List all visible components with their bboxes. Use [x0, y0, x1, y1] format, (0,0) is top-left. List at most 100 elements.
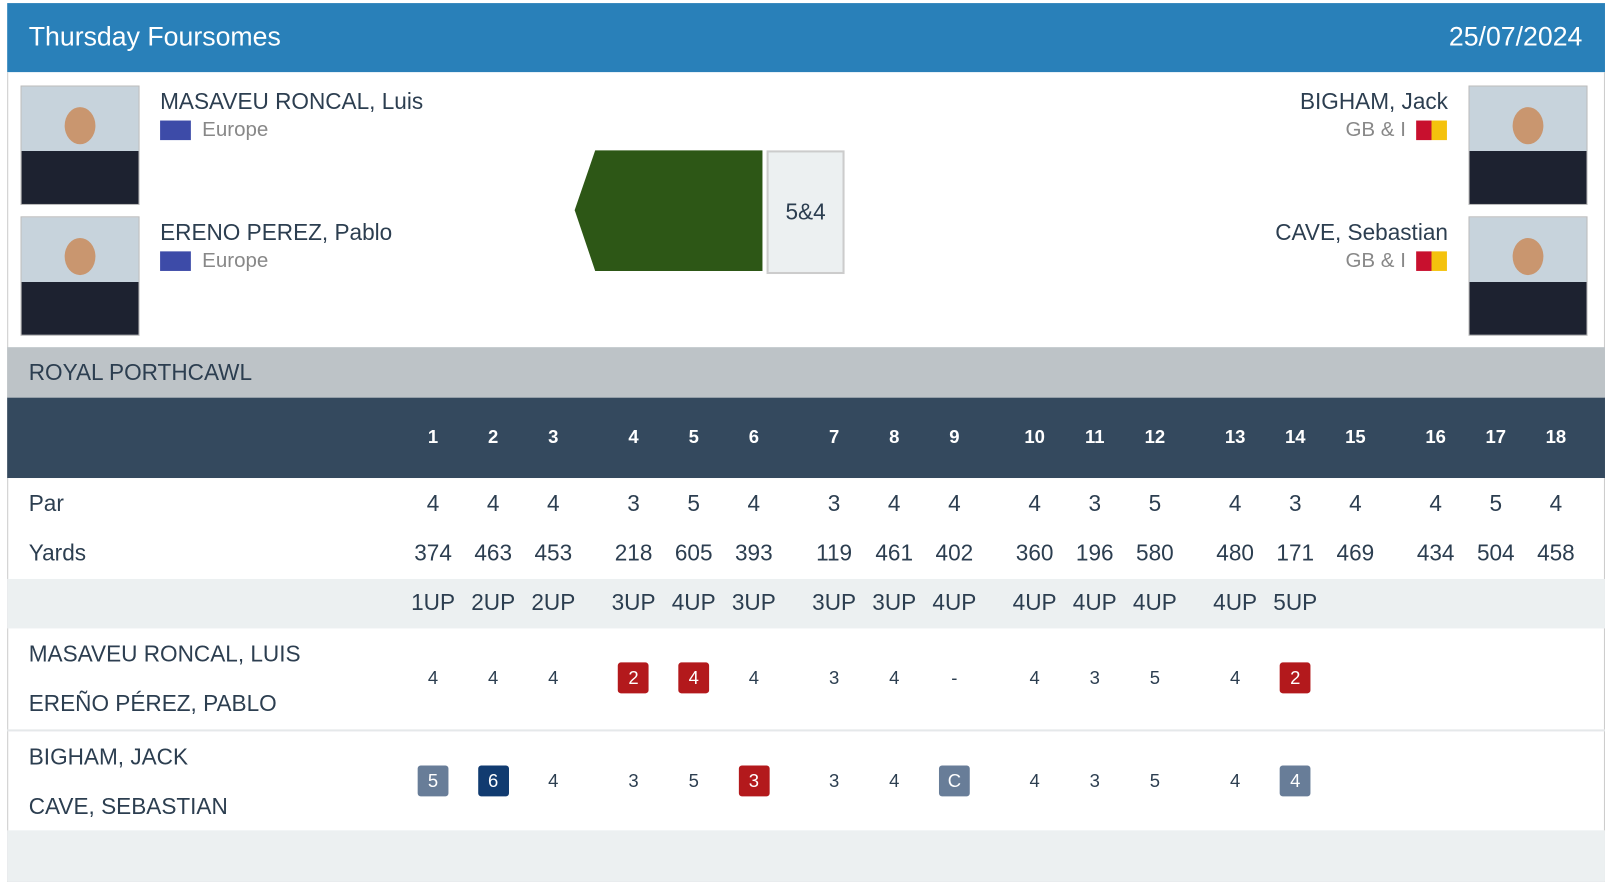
score-badge: 2: [1279, 662, 1311, 694]
yards: 605: [674, 539, 713, 566]
score: 4: [1029, 770, 1040, 792]
yards: 504: [1476, 539, 1515, 566]
match-status: 4UP: [1132, 589, 1177, 616]
score-badge: C: [938, 765, 970, 797]
match-status: 3UP: [812, 589, 857, 616]
yards: 461: [875, 539, 914, 566]
score: 4: [889, 770, 900, 792]
score: 4: [1229, 770, 1241, 792]
score: 4: [889, 667, 900, 689]
par: 4: [547, 490, 560, 517]
team: Europe: [202, 249, 269, 272]
match-status: 4UP: [1213, 589, 1258, 616]
yards: 434: [1416, 539, 1455, 566]
yards: 374: [414, 539, 452, 566]
match-status: 3UP: [872, 589, 917, 616]
hole-number: 5: [688, 426, 699, 448]
score: 4: [548, 770, 559, 792]
hole-number: 2: [488, 426, 499, 448]
title: Thursday Foursomes: [28, 20, 281, 52]
yards: 453: [534, 539, 573, 566]
yards: 119: [816, 539, 853, 566]
row-label: Par: [28, 490, 64, 517]
winner-arrow: [574, 150, 763, 271]
match-status: 3UP: [731, 589, 776, 616]
par: 5: [1489, 490, 1503, 517]
team-player: EREÑO PÉREZ, PABLO: [28, 690, 277, 716]
team: GB & I: [1345, 249, 1406, 272]
hole-number: 18: [1545, 426, 1567, 448]
par: 3: [1088, 490, 1102, 517]
yards: 580: [1136, 539, 1174, 566]
course: ROYAL PORTHCAWL: [28, 359, 253, 386]
hole-number: 10: [1024, 426, 1045, 448]
par: 4: [1228, 490, 1242, 517]
score: 5: [1149, 667, 1161, 689]
header-bar: [7, 3, 1605, 73]
score-badge: 5: [417, 765, 449, 797]
match-status: 1UP: [411, 589, 456, 616]
par: 4: [887, 490, 901, 517]
hole-number: 17: [1485, 426, 1507, 448]
score-badge: 4: [678, 662, 710, 694]
score: 3: [828, 667, 840, 689]
date: 25/07/2024: [1448, 20, 1583, 52]
hole-number: 4: [628, 426, 639, 448]
par: 4: [1349, 490, 1362, 517]
player-name: CAVE, Sebastian: [1275, 219, 1448, 246]
par: 3: [827, 490, 841, 517]
match-status: 4UP: [671, 589, 716, 616]
hole-number: 12: [1144, 426, 1166, 448]
flag: [1416, 120, 1447, 141]
par: 5: [687, 490, 700, 517]
yards: 360: [1015, 539, 1054, 566]
status-band: [7, 578, 1605, 629]
match-status: 2UP: [531, 589, 576, 616]
hole-number: 16: [1425, 426, 1446, 448]
hole-number: 11: [1084, 426, 1105, 448]
score: 5: [1149, 770, 1161, 792]
match-status: 3UP: [611, 589, 656, 616]
par: 4: [486, 490, 500, 517]
score: 3: [628, 770, 639, 792]
player-photo: [20, 85, 140, 206]
flag: [1416, 251, 1447, 271]
yards: 171: [1276, 539, 1315, 566]
hole-number: 3: [548, 426, 559, 448]
row-label: Yards: [28, 539, 87, 566]
hole-number: 7: [828, 426, 840, 448]
score: 3: [828, 770, 840, 792]
score-badge: 6: [477, 765, 509, 797]
score: 4: [1229, 667, 1241, 689]
yards: 458: [1537, 539, 1575, 566]
par: 5: [1148, 490, 1162, 517]
flag: [160, 251, 191, 271]
player-name: MASAVEU RONCAL, Luis: [160, 88, 424, 115]
player-name: BIGHAM, Jack: [1299, 88, 1448, 115]
match-status: 4UP: [1072, 589, 1117, 616]
par: 4: [1028, 490, 1041, 517]
team-player: CAVE, SEBASTIAN: [28, 793, 228, 820]
player-photo: [20, 216, 140, 336]
score-badge: 2: [618, 662, 649, 694]
yards: 393: [734, 539, 773, 566]
score: -: [951, 667, 958, 689]
hole-number: 9: [949, 426, 960, 448]
player-photo: [1468, 85, 1588, 206]
match-status: 4UP: [1012, 589, 1057, 616]
hole-number: 13: [1224, 426, 1246, 448]
score-badge: 3: [738, 765, 770, 797]
match-status: 2UP: [471, 589, 516, 616]
par: 4: [1549, 490, 1563, 517]
player-name: ERENO PEREZ, Pablo: [160, 219, 393, 246]
team: GB & I: [1345, 118, 1406, 142]
footer-band: [7, 830, 1605, 882]
score: 4: [1029, 667, 1040, 689]
match-status: 5UP: [1273, 589, 1318, 616]
hole-number: 8: [889, 426, 900, 448]
yards: 402: [935, 539, 974, 566]
par: 3: [1288, 490, 1302, 517]
par: 4: [747, 490, 761, 517]
player-photo: [1468, 216, 1588, 336]
